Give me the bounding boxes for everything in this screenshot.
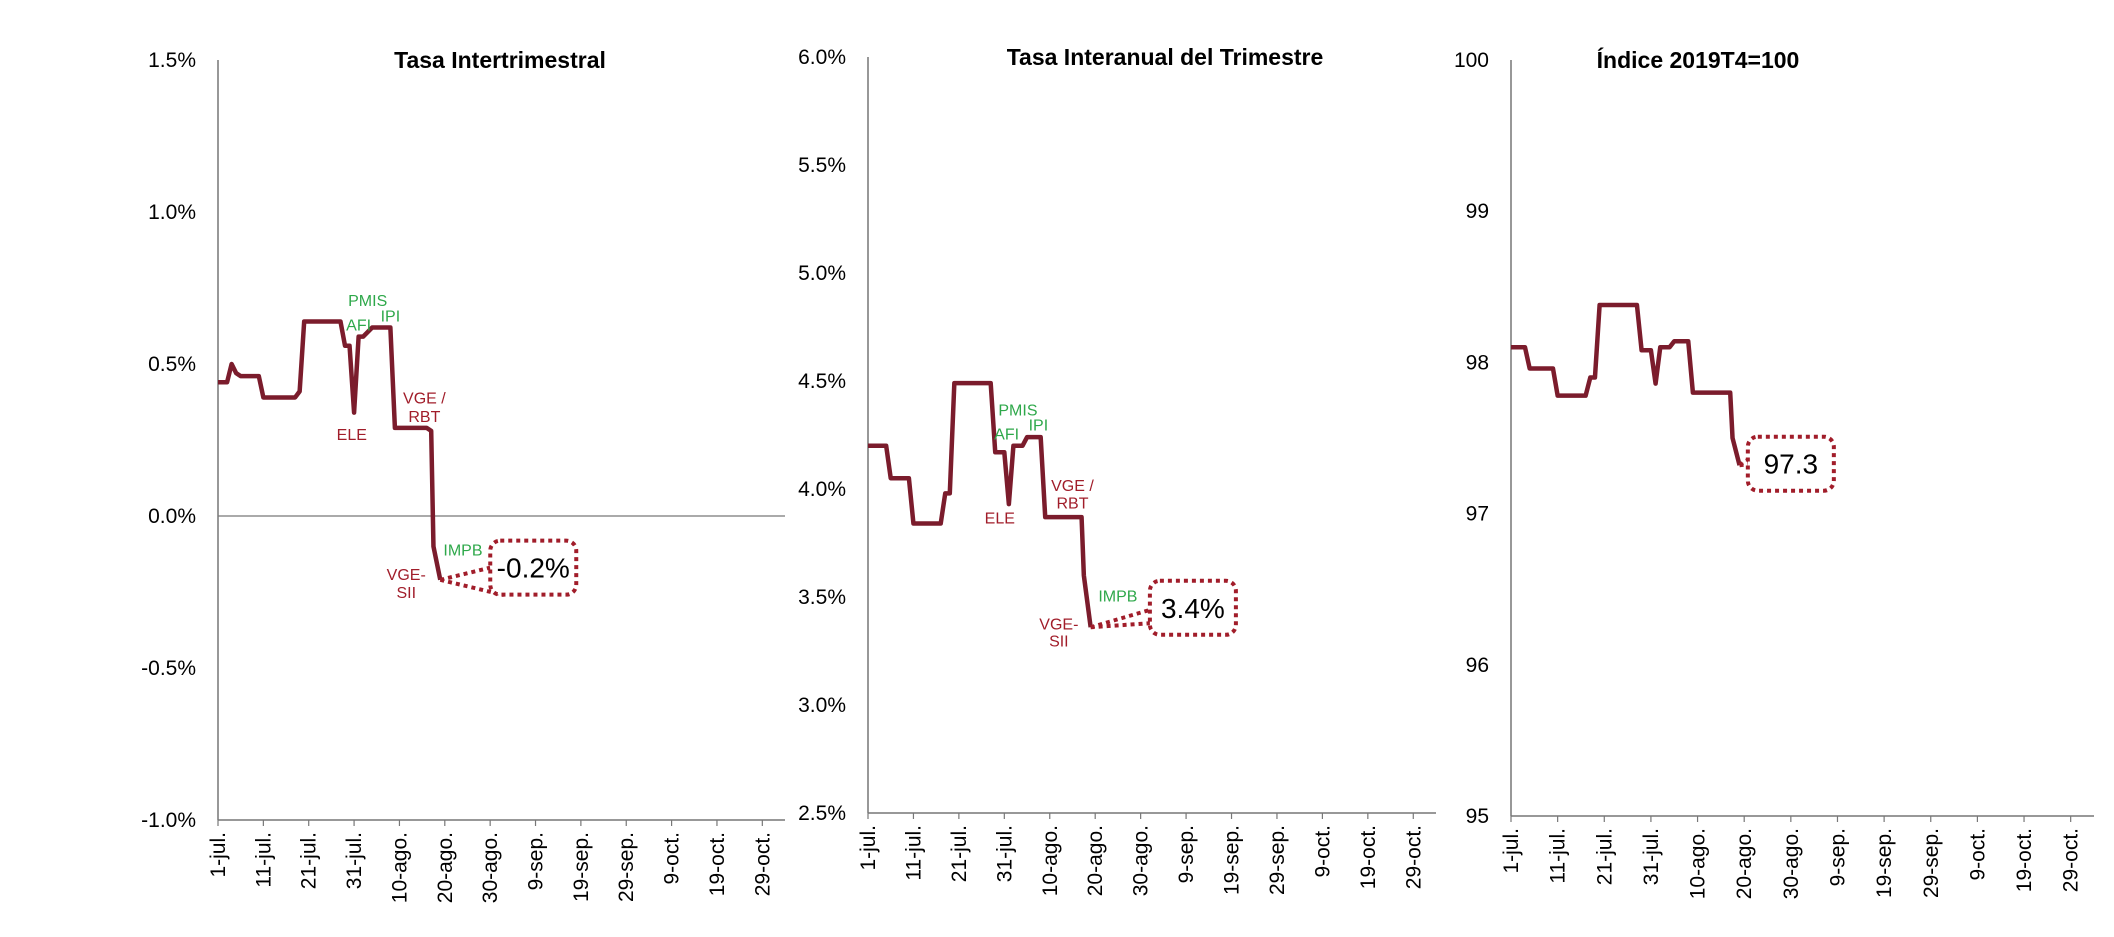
projection-line-lower: [439, 577, 505, 597]
series-line: [218, 319, 443, 581]
annotation-label: AFI: [346, 318, 371, 335]
y-tick-label: -0.5%: [141, 657, 196, 680]
annotation-label: PMIS: [998, 403, 1037, 420]
annotation-label: PMIS: [348, 293, 387, 310]
y-tick-label: 98: [1466, 351, 1489, 374]
x-tick-label: 9-oct.: [661, 832, 684, 885]
projection-line-lower: [1090, 620, 1155, 630]
annotation-label: IMPB: [443, 543, 482, 560]
annotation-label: VGE /: [403, 391, 446, 408]
chart-title: Tasa Interanual del Trimestre: [1007, 44, 1324, 70]
x-tick-label: 21-jul.: [298, 832, 321, 889]
x-tick-label: 29-sep.: [615, 832, 638, 902]
x-tick-label: 29-oct.: [1402, 825, 1425, 889]
y-tick-label: 0.0%: [148, 505, 196, 528]
y-tick-label: 3.5%: [798, 586, 846, 609]
x-tick-label: 29-sep.: [1920, 828, 1943, 898]
series-line: [1511, 302, 1742, 466]
x-tick-label: 31-jul.: [1640, 828, 1663, 885]
callout-box: [488, 538, 579, 597]
x-tick-label: 1-jul.: [1500, 828, 1523, 874]
x-tick-label: 19-sep.: [1221, 825, 1244, 895]
x-tick-label: 19-oct.: [706, 832, 729, 896]
x-tick-label: 19-sep.: [1873, 828, 1896, 898]
y-tick-label: 95: [1466, 805, 1489, 828]
y-tick-label: 99: [1466, 200, 1489, 223]
callout-value: -0.2%: [497, 553, 570, 584]
annotation-label: VGE-: [387, 567, 426, 584]
x-tick-label: 29-oct.: [751, 832, 774, 896]
x-tick-label: 20-ago.: [1733, 828, 1756, 899]
x-tick-label: 21-jul.: [948, 825, 971, 882]
annotation-label: SII: [396, 585, 416, 602]
x-tick-label: 20-ago.: [434, 832, 457, 903]
x-tick-label: 9-sep.: [1175, 825, 1198, 883]
chart-panel-3: Índice 2019T4=100 95 96 97 98 99 100 1-jul. 11-j…: [1454, 46, 2094, 899]
x-tick-label: 11-jul.: [902, 825, 925, 881]
annotation-label: IPI: [381, 308, 401, 325]
series-line: [868, 380, 1093, 628]
x-tick-label: 31-jul.: [343, 832, 366, 889]
annotation-label: AFI: [994, 426, 1019, 443]
x-tick-label: 31-jul.: [993, 825, 1016, 882]
x-tick-label: 9-sep.: [1826, 828, 1849, 886]
annotation-label: IPI: [1029, 418, 1049, 435]
chart-title: Tasa Intertrimestral: [394, 47, 606, 73]
x-tick-label: 9-sep.: [525, 832, 548, 890]
x-tick-label: 10-ago.: [1687, 828, 1710, 899]
y-tick-label: 0.5%: [148, 353, 196, 376]
x-tick-label: 10-ago.: [1039, 825, 1062, 896]
x-tick-label: 11-jul.: [252, 832, 275, 888]
annotation-label: VGE-: [1039, 616, 1078, 633]
annotation-label: RBT: [1056, 495, 1088, 512]
x-tick-label: 19-oct.: [1357, 825, 1380, 889]
x-tick-label: 29-oct.: [2060, 828, 2083, 892]
callout-box: [1745, 434, 1836, 493]
annotation-label: RBT: [408, 409, 440, 426]
x-tick-label: 1-jul.: [857, 825, 880, 871]
y-tick-label: 97: [1466, 503, 1489, 526]
x-tick-label: 30-ago.: [479, 832, 502, 903]
x-tick-label: 30-ago.: [1780, 828, 1803, 899]
y-tick-label: 1.5%: [148, 49, 196, 72]
y-tick-label: 96: [1466, 654, 1489, 677]
x-tick-label: 20-ago.: [1084, 825, 1107, 896]
projection-line-upper: [1090, 608, 1151, 630]
x-tick-label: 19-oct.: [2013, 828, 2036, 892]
y-tick-label: 4.5%: [798, 370, 846, 393]
x-tick-label: 30-ago.: [1130, 825, 1153, 896]
y-tick-label: 3.0%: [798, 694, 846, 717]
x-tick-label: 1-jul.: [207, 832, 230, 878]
y-tick-label: 1.0%: [148, 201, 196, 224]
y-tick-label: 2.5%: [798, 802, 846, 825]
chart-title: Índice 2019T4=100: [1597, 46, 1800, 73]
annotation-label: SII: [1049, 634, 1069, 651]
x-tick-label: 29-sep.: [1266, 825, 1289, 895]
callout-box: [1147, 578, 1238, 637]
annotation-label: ELE: [337, 427, 367, 444]
callout-value: 97.3: [1764, 449, 1819, 480]
y-tick-label: 100: [1454, 49, 1489, 72]
annotation-label: IMPB: [1098, 588, 1137, 605]
callout-value: 3.4%: [1161, 593, 1225, 624]
y-tick-label: 5.5%: [798, 154, 846, 177]
x-tick-label: 9-oct.: [1311, 825, 1334, 878]
x-tick-label: 10-ago.: [388, 832, 411, 903]
y-tick-label: -1.0%: [141, 809, 196, 832]
y-tick-label: 4.0%: [798, 478, 846, 501]
x-tick-label: 21-jul.: [1593, 828, 1616, 885]
annotation-label: ELE: [985, 511, 1015, 528]
y-tick-label: 5.0%: [798, 262, 846, 285]
x-tick-label: 19-sep.: [570, 832, 593, 902]
x-tick-label: 9-oct.: [1966, 828, 1989, 881]
chart-panel-2: Tasa Interanual del Trimestre 2.5% 3.0% 3.5…: [798, 44, 1436, 896]
annotation-label: VGE /: [1051, 478, 1094, 495]
y-tick-label: 6.0%: [798, 46, 846, 69]
projection-line-upper: [439, 565, 491, 582]
x-tick-label: 11-jul.: [1547, 828, 1570, 884]
chart-panel-1: Tasa Intertrimestral -1.0% -0.5% 0.0% 0.5% 1.…: [141, 47, 785, 903]
